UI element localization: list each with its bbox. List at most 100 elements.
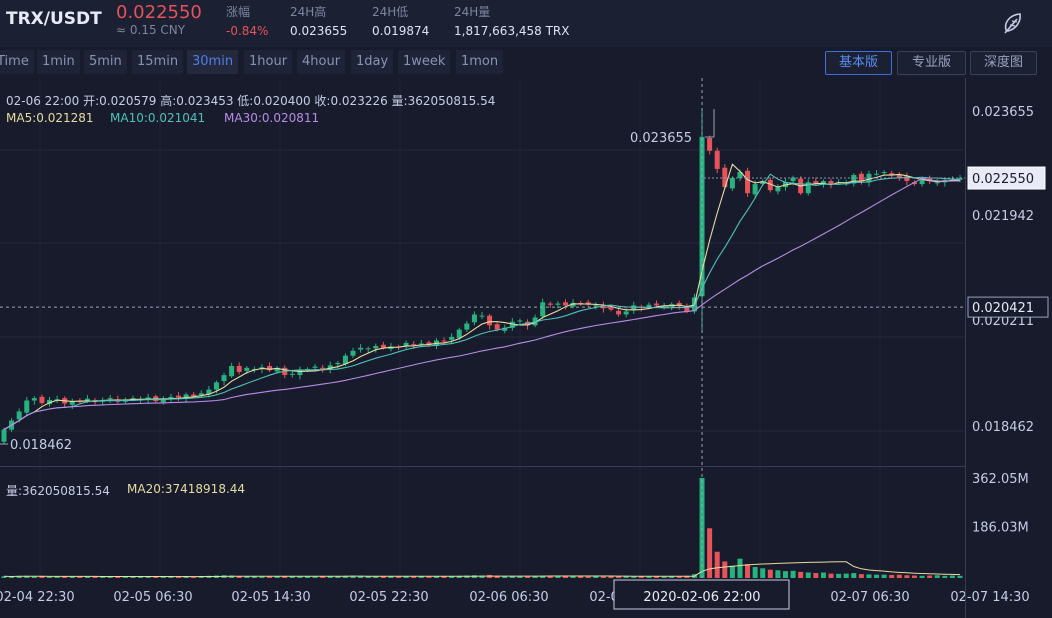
volume-bar (100, 576, 106, 578)
volume-bar (608, 576, 614, 578)
candle-body (752, 184, 758, 195)
volume-bar (767, 569, 773, 578)
candle-body (919, 179, 925, 185)
tab-1mon[interactable]: 1mon (456, 50, 504, 74)
volume-bar (707, 528, 713, 578)
volume-bar (84, 576, 90, 578)
volume-bar (525, 576, 531, 578)
volume-bar (365, 576, 371, 578)
candle-body (805, 182, 811, 194)
candle-body (479, 315, 485, 317)
candle-body (684, 306, 690, 312)
volume-bar (373, 576, 379, 578)
candle-body (304, 369, 310, 371)
volume-bar (600, 576, 606, 578)
candle-body (707, 138, 713, 151)
volume-bar (896, 574, 902, 578)
candle-body (623, 311, 629, 315)
current-price-box (967, 166, 1046, 190)
tab-1min[interactable]: 1min (37, 50, 80, 74)
volume-bar (949, 575, 955, 578)
volume-bar (843, 573, 849, 578)
volume-bar (745, 564, 751, 578)
crosshair-price-box (967, 296, 1049, 318)
volume-bar (752, 566, 758, 578)
tab-4hour[interactable]: 4hour (297, 50, 346, 74)
candle-body (176, 395, 182, 398)
tab-time[interactable]: Time (0, 50, 34, 74)
brush-leaf-icon[interactable] (1000, 10, 1028, 36)
volume-bar (638, 576, 644, 578)
candle-body (904, 176, 910, 182)
volume-bar (350, 575, 356, 578)
volume-bar (555, 576, 561, 578)
candle-body (555, 303, 561, 305)
current-price-label: 0.022550 (972, 172, 1034, 187)
basic-view-button[interactable]: 基本版 (825, 51, 892, 75)
min-label: 0.018462 (10, 438, 72, 453)
candle-body (532, 317, 538, 326)
volume-bar (259, 576, 265, 578)
candle-body (737, 171, 743, 179)
volume-bar (464, 575, 470, 578)
volume-bar (418, 576, 424, 578)
price-cny: ≈ 0.15 CNY (116, 23, 186, 37)
volume-bar (411, 576, 417, 578)
volume-info: 量:362050815.54 (6, 484, 110, 498)
tab-1hour[interactable]: 1hour (244, 50, 293, 74)
volume-bar (297, 576, 303, 578)
volume-bar (24, 575, 30, 578)
tab-5min[interactable]: 5min (84, 50, 127, 74)
candle-body (130, 398, 136, 400)
volume-bar (790, 570, 796, 578)
pro-view-button[interactable]: 专业版 (897, 51, 966, 75)
tab-1day[interactable]: 1day (351, 50, 394, 74)
tab-15min[interactable]: 15min (132, 50, 184, 74)
volume-bar (957, 575, 963, 578)
candle-body (874, 173, 880, 175)
volume-bar (77, 576, 83, 578)
candle-body (820, 181, 826, 185)
candle-body (828, 181, 834, 185)
x-tick-label: 02-05 14:30 (231, 590, 310, 605)
candle-body (69, 401, 75, 405)
volume-bar (403, 576, 409, 578)
volume-bar (312, 576, 318, 578)
volume-bar (433, 576, 439, 578)
candle-body (373, 345, 379, 349)
candle-body (31, 398, 37, 401)
axis-divider (965, 78, 966, 618)
candle-body (191, 394, 197, 397)
volume-bar (562, 576, 568, 578)
volume-bar (92, 576, 98, 578)
x-tick-label: 02-05 22:30 (349, 590, 428, 605)
volume-bar (699, 477, 705, 578)
volume-bar (449, 576, 455, 578)
volume-bar (874, 574, 880, 578)
volume-bar (676, 576, 682, 578)
candle-body (267, 365, 273, 371)
candle-body (213, 382, 219, 390)
x-tick-label: 02-04 22:30 (0, 590, 75, 605)
candle-body (441, 340, 447, 342)
high-value: 0.023655 (290, 24, 348, 38)
volume-bar (737, 558, 743, 578)
volume-bar (426, 576, 432, 578)
volume-bar (160, 576, 166, 578)
volume-bar (62, 576, 68, 578)
volume-bar (282, 576, 288, 578)
volume-bar (585, 576, 591, 578)
volume-bar (760, 568, 766, 578)
tab-30min[interactable]: 30min (187, 50, 239, 74)
candle-body (562, 302, 568, 306)
ma5-line (3, 163, 961, 431)
change-value: -0.84% (226, 24, 269, 38)
trading-pair[interactable]: TRX/USDT (6, 9, 102, 29)
tab-1week[interactable]: 1week (398, 50, 451, 74)
depth-chart-button[interactable]: 深度图 (970, 51, 1037, 75)
volume-bar (153, 576, 159, 578)
candle-body (509, 321, 515, 328)
volume-bar (509, 576, 515, 578)
candle-body (911, 182, 917, 185)
